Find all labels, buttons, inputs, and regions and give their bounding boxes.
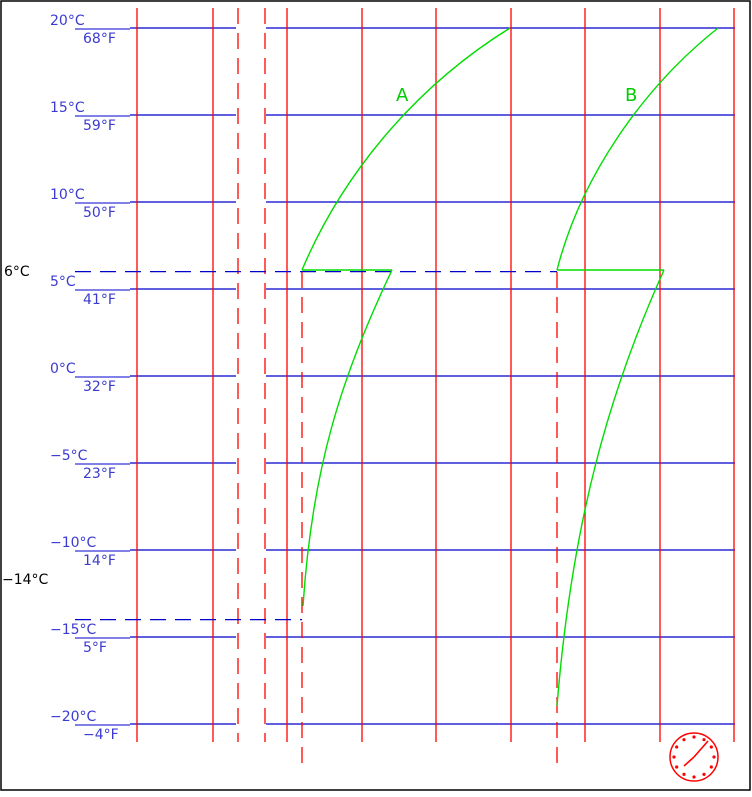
curve-label-a: A [396,85,409,106]
label-fahrenheit: 14°F [83,553,116,569]
clock-tick [702,738,706,742]
label-celsius: −15°C [50,622,97,638]
curve-b-upper [556,27,719,271]
label-fahrenheit: 23°F [83,466,116,482]
clock-tick [682,772,686,776]
label-fahrenheit: 32°F [83,379,116,395]
clock-tick [712,755,716,759]
label-celsius: 20°C [50,13,85,29]
label-fahrenheit: 59°F [83,118,116,134]
clock-hand-short [683,756,695,767]
clock-hand-long [693,740,709,758]
clock-tick [692,735,696,739]
label-celsius: 10°C [50,187,85,203]
clock-tick [675,765,679,769]
label-celsius: 15°C [50,100,85,116]
clock-tick [675,745,679,749]
label-celsius: 0°C [50,361,76,377]
curve-a-lower [302,269,393,607]
label-fahrenheit: 41°F [83,292,116,308]
clock-tick [702,772,706,776]
curve-b-lower [556,269,665,707]
clock-icon [669,732,719,782]
temperature-labels: 20°C 68°F 15°C 59°F 10°C 50°F 5°C 41°F 0°C 32°F −5… [50,13,119,743]
label-celsius: 5°C [50,274,76,290]
horizontal-grid [75,27,735,726]
curve-a-upper [301,27,511,271]
label-fahrenheit: 5°F [83,640,107,656]
clock-tick [692,775,696,779]
curve-label-b: B [625,85,637,106]
label-fahrenheit: 50°F [83,205,116,221]
clock-tick [672,755,676,759]
clock-face [669,732,719,782]
curves [301,27,719,707]
label-celsius: −10°C [50,535,97,551]
label-celsius: −20°C [50,709,97,725]
label-fahrenheit: 68°F [83,31,116,47]
clock-tick [709,745,713,749]
marker-label-minus14c: −14°C [2,572,49,588]
clock-tick [682,738,686,742]
clock-tick [709,765,713,769]
label-celsius: −5°C [50,448,88,464]
label-fahrenheit: −4°F [83,727,119,743]
dashed-markers [75,270,557,621]
marker-label-6c: 6°C [4,264,30,280]
